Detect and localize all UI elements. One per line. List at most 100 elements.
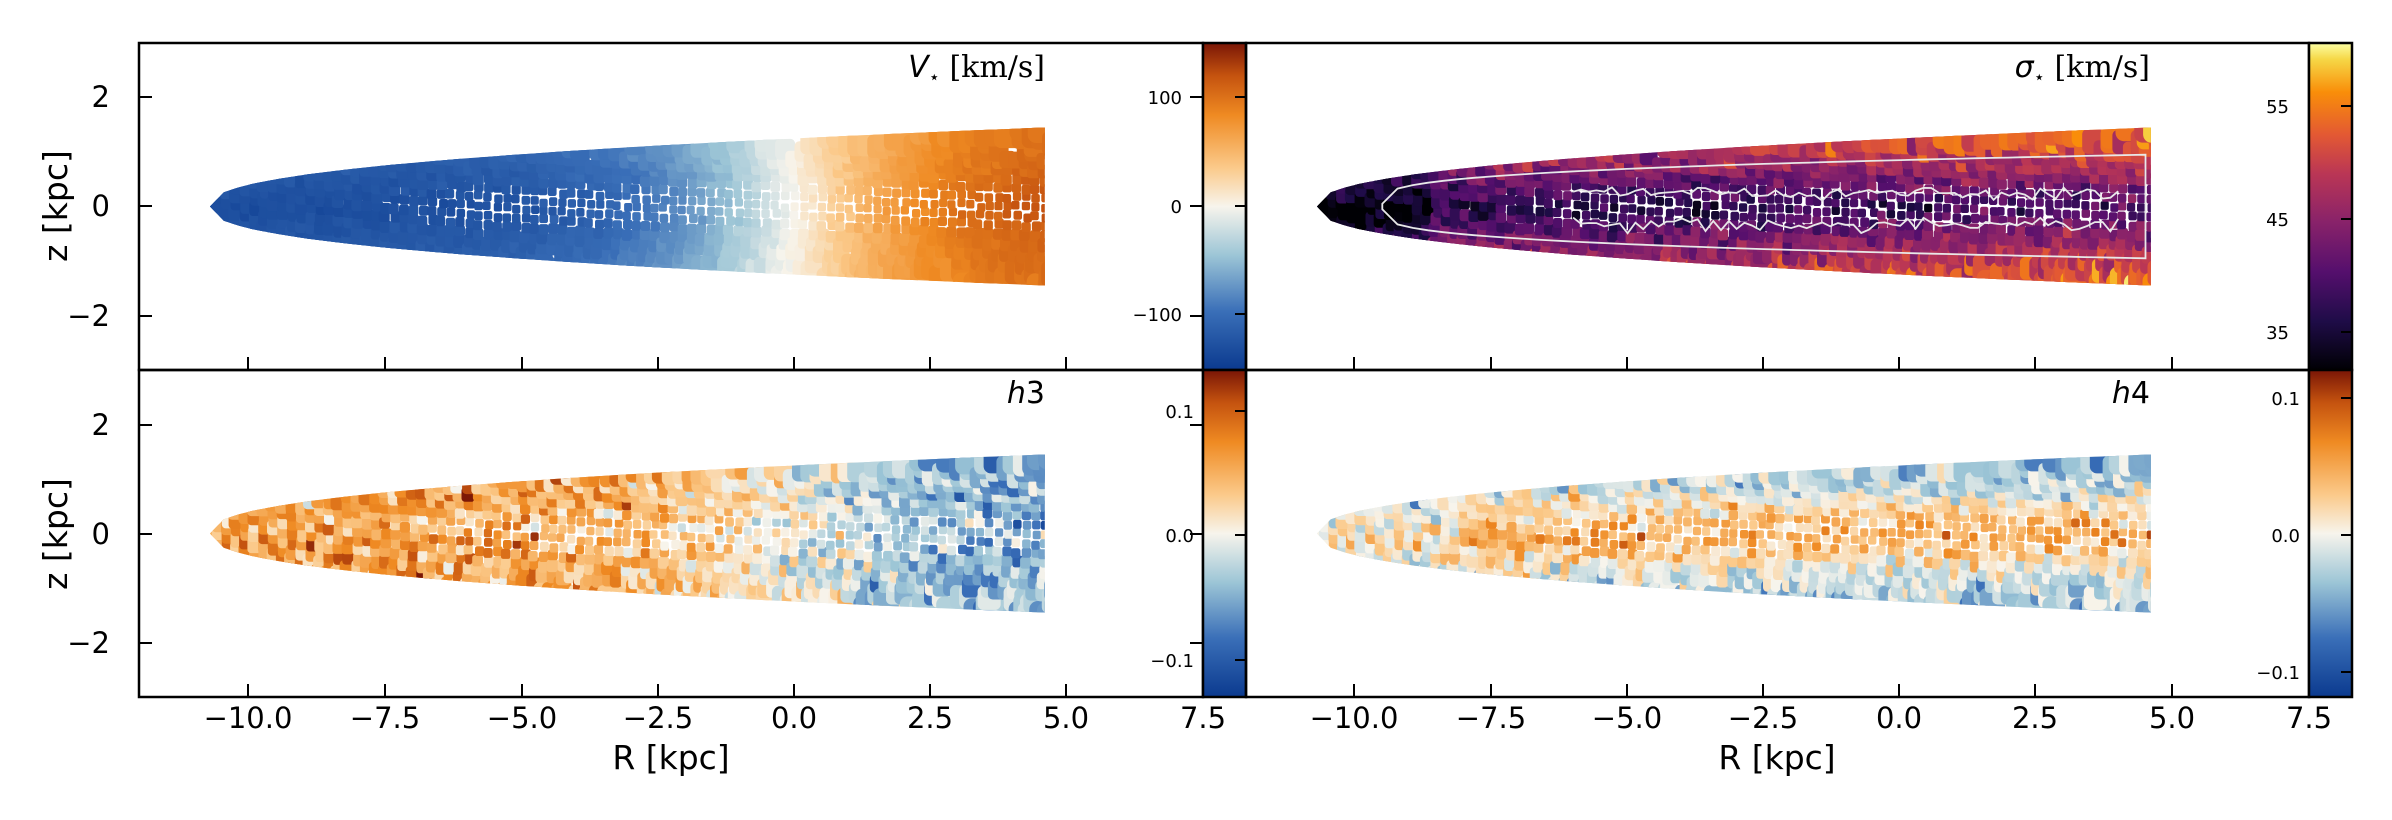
map-cell bbox=[2101, 518, 2110, 528]
map-cell bbox=[466, 508, 476, 519]
map-cell bbox=[1610, 203, 1619, 212]
map-cell bbox=[891, 177, 902, 188]
map-cell bbox=[1905, 539, 1914, 549]
map-cell bbox=[790, 218, 800, 229]
map-cell bbox=[1925, 511, 1935, 522]
map-cell bbox=[1637, 206, 1646, 215]
map-cell bbox=[1011, 538, 1020, 548]
map-cell bbox=[416, 513, 428, 525]
map-cell bbox=[2156, 549, 2166, 559]
map-cell bbox=[351, 215, 365, 229]
map-cell bbox=[361, 517, 374, 530]
map-cell bbox=[1987, 223, 1998, 235]
map-cell bbox=[2143, 127, 2151, 143]
map-cell bbox=[2137, 510, 2147, 521]
map-cell bbox=[985, 544, 995, 555]
x-tick-label: 5.0 bbox=[1043, 701, 1089, 735]
map-cell bbox=[891, 525, 901, 534]
map-cell bbox=[779, 554, 791, 566]
map-cell bbox=[1027, 127, 1045, 144]
map-cell bbox=[908, 179, 919, 191]
map-cell bbox=[955, 181, 966, 193]
map-cell bbox=[1504, 221, 1516, 234]
map-cell bbox=[1684, 524, 1693, 534]
map-cell bbox=[2035, 198, 2044, 207]
map-cell bbox=[474, 527, 483, 537]
map-cell bbox=[2118, 201, 2127, 211]
map-cell bbox=[1031, 202, 1040, 212]
map-cell bbox=[576, 506, 587, 517]
map-cell bbox=[1775, 513, 1785, 524]
map-cell bbox=[1535, 187, 1545, 198]
map-cell bbox=[465, 517, 474, 527]
map-cell bbox=[1739, 519, 1748, 529]
map-cell bbox=[518, 231, 531, 244]
map-cell bbox=[1617, 175, 1629, 187]
map-cell bbox=[1634, 551, 1645, 562]
map-cell bbox=[2135, 601, 2151, 613]
map-cell bbox=[1516, 204, 1526, 215]
map-cell bbox=[1036, 572, 1045, 590]
map-cell bbox=[1654, 533, 1663, 542]
map-cell bbox=[1562, 545, 1572, 556]
contour-line bbox=[1572, 216, 2119, 235]
map-cell bbox=[1506, 205, 1517, 216]
map-cell bbox=[688, 196, 697, 206]
map-cell bbox=[1821, 514, 1830, 524]
map-cell bbox=[686, 542, 696, 552]
map-cell bbox=[2146, 510, 2151, 521]
map-cell bbox=[966, 527, 975, 537]
map-cell bbox=[1915, 193, 1924, 203]
map-cell bbox=[734, 536, 743, 546]
map-cell bbox=[1627, 214, 1636, 224]
map-cell bbox=[955, 555, 966, 567]
map-cell bbox=[958, 210, 967, 220]
map-cell bbox=[2110, 530, 2119, 539]
map-cell bbox=[621, 229, 633, 241]
map-cell bbox=[678, 195, 687, 205]
map-cell bbox=[603, 518, 613, 528]
map-cell bbox=[1777, 539, 1787, 549]
map-cell bbox=[995, 518, 1004, 528]
map-cell bbox=[2017, 198, 2026, 207]
map-cell bbox=[1040, 230, 1045, 243]
y-tick-label: 0 bbox=[92, 189, 110, 223]
map-cell bbox=[965, 181, 976, 192]
map-cell bbox=[1969, 532, 1978, 542]
map-cell bbox=[1949, 557, 1961, 570]
map-cell bbox=[1525, 524, 1535, 535]
map-cell bbox=[846, 522, 855, 531]
map-cell bbox=[854, 539, 864, 549]
map-cell bbox=[1841, 517, 1851, 527]
map-cell bbox=[880, 560, 893, 573]
map-cell bbox=[1730, 520, 1739, 530]
map-cell bbox=[1682, 554, 1693, 566]
map-cell bbox=[1923, 539, 1932, 549]
map-cell bbox=[1470, 199, 1482, 212]
map-cell bbox=[809, 212, 818, 222]
map-cell bbox=[1980, 523, 1989, 533]
map-cell bbox=[353, 534, 365, 547]
map-cell bbox=[649, 530, 658, 539]
map-cell bbox=[1031, 510, 1041, 521]
map-cell bbox=[511, 185, 521, 195]
map-cell bbox=[1589, 509, 1599, 520]
map-cell bbox=[1703, 536, 1712, 546]
map-cell bbox=[883, 550, 894, 562]
map-cell bbox=[1011, 182, 1022, 193]
map-cell bbox=[761, 225, 772, 237]
panel-h4: h4 −10.0 −7.5 −5.0 −2.5 0.0 2.5 5.0 7.5 … bbox=[1244, 368, 2354, 777]
map-cell bbox=[529, 223, 540, 234]
map-cell bbox=[928, 544, 938, 555]
map-cell bbox=[734, 216, 744, 227]
map-cell bbox=[1897, 200, 1906, 210]
x-tick-label: 5.0 bbox=[2149, 701, 2195, 735]
map-cell bbox=[472, 555, 483, 567]
map-cell bbox=[1047, 231, 1058, 243]
map-cell bbox=[1517, 523, 1527, 534]
map-cell bbox=[2071, 210, 2080, 220]
map-cell bbox=[726, 216, 736, 226]
map-cell bbox=[482, 201, 491, 210]
map-cell bbox=[521, 195, 530, 205]
map-cell bbox=[1793, 178, 1805, 190]
